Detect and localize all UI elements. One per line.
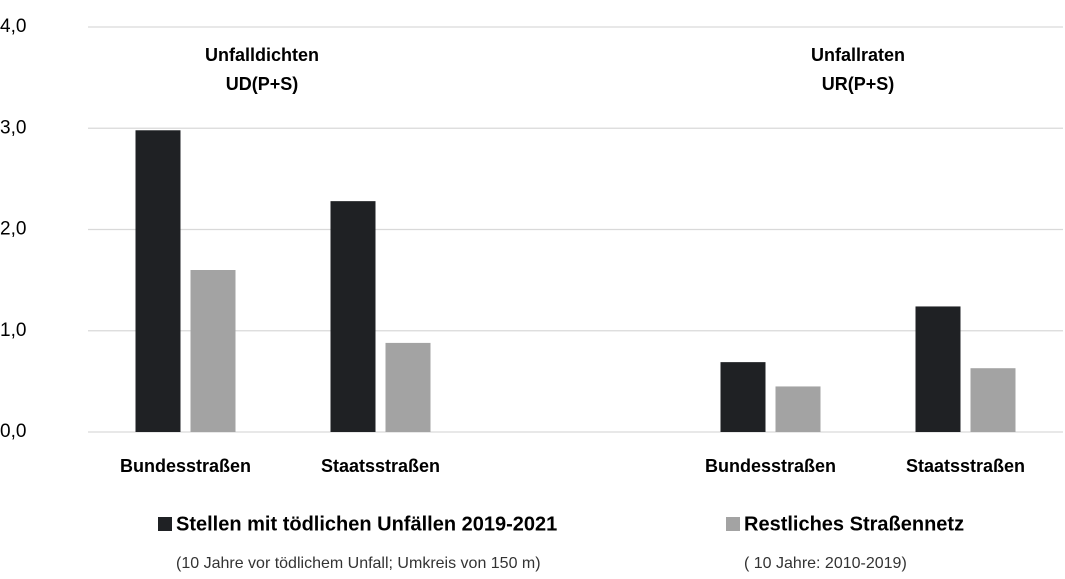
y-tick-label: 0,0 [0,421,26,442]
annotation: Unfallraten [811,45,905,65]
legend-label: Stellen mit tödlichen Unfällen 2019-2021 [176,513,557,535]
bar [190,270,236,432]
annotation: Unfalldichten [205,45,319,65]
legend-label: Restliches Straßennetz [744,513,964,535]
y-tick-label: 1,0 [0,320,26,341]
x-tick-label: Bundesstraßen [705,456,836,476]
annotation: UR(P+S) [822,74,895,94]
legend-swatch [726,517,740,531]
y-tick-label: 2,0 [0,219,26,240]
bar [385,342,431,432]
bar [970,368,1016,432]
legend-swatch [158,517,172,531]
y-tick-label: 3,0 [0,117,26,138]
bar [135,130,181,432]
bar [775,386,821,432]
bar [720,362,766,432]
x-tick-label: Staatsstraßen [321,456,440,476]
legend-note: ( 10 Jahre: 2010-2019) [744,555,907,572]
bar [915,306,961,432]
bar [330,201,376,432]
legend-note: (10 Jahre vor tödlichem Unfall; Umkreis … [176,555,541,572]
x-tick-label: Staatsstraßen [906,456,1025,476]
annotation: UD(P+S) [226,74,299,94]
y-tick-label: 4,0 [0,16,26,37]
x-tick-label: Bundesstraßen [120,456,251,476]
